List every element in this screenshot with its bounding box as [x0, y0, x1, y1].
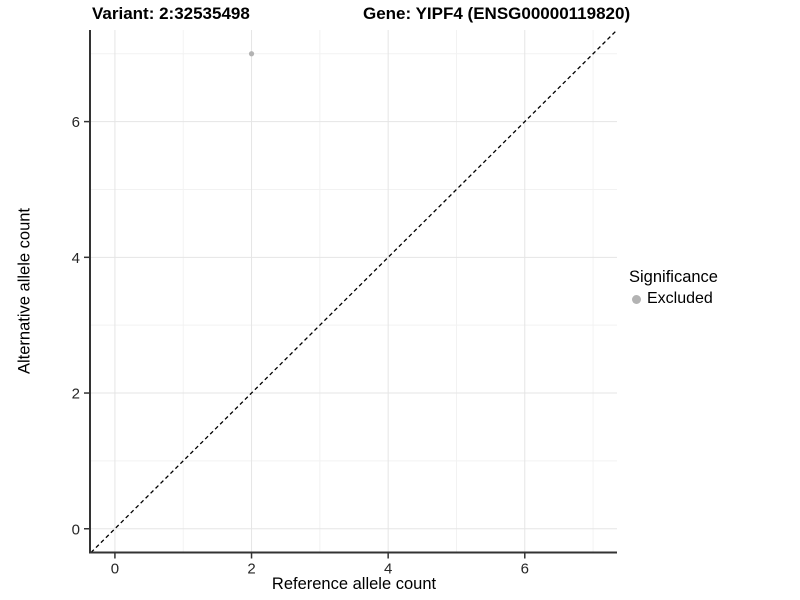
legend: Significance Excluded — [629, 268, 718, 308]
legend-item-excluded: Excluded — [629, 290, 718, 308]
x-tick-label: 6 — [521, 561, 529, 578]
x-tick-label: 2 — [247, 561, 255, 578]
data-point — [248, 51, 255, 57]
diagonal-reference-line — [90, 29, 618, 553]
y-tick-label: 4 — [72, 250, 80, 267]
y-tick-label: 2 — [72, 386, 80, 403]
legend-item-label: Excluded — [647, 290, 713, 307]
x-axis-title: Reference allele count — [271, 575, 437, 593]
y-tick-label: 0 — [72, 521, 80, 538]
y-axis-title: Alternative allele count — [15, 207, 34, 375]
y-tick-label: 6 — [72, 114, 80, 131]
excluded-point-icon — [632, 294, 641, 304]
plot-title-variant: Variant: 2:32535498 — [92, 4, 250, 23]
x-tick-label: 4 — [384, 561, 392, 578]
legend-title: Significance — [629, 268, 718, 286]
plot-title-gene: Gene: YIPF4 (ENSG00000119820) — [363, 4, 631, 23]
x-tick-label: 0 — [111, 561, 119, 578]
